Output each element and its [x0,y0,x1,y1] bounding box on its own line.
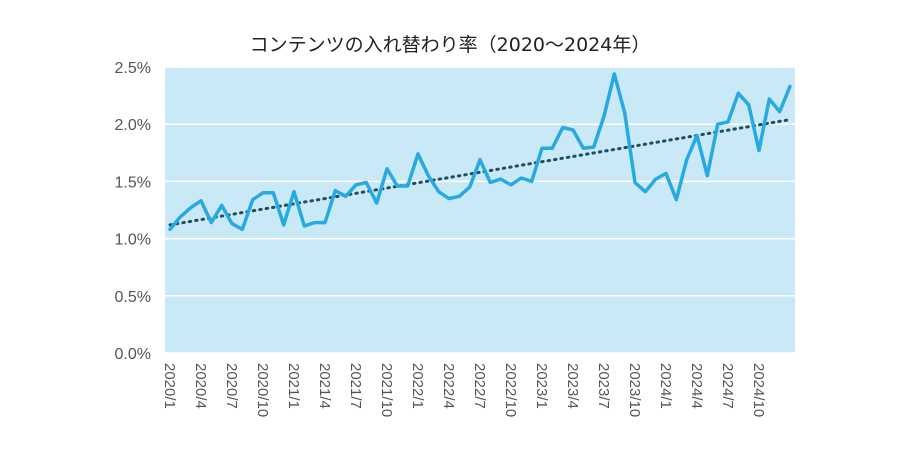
x-tick-label: 2021/10 [378,363,395,417]
data-point [541,147,544,150]
data-point [272,191,275,194]
data-point [231,222,234,225]
data-point [396,184,399,187]
y-tick-label: 0.5% [115,289,151,306]
data-point [448,197,451,200]
x-tick-label: 2021/7 [347,363,364,409]
data-point [324,221,327,224]
data-point [303,225,306,228]
data-point [293,190,296,193]
data-point [179,215,182,218]
data-point [251,198,254,201]
data-point [561,126,564,129]
data-point [344,195,347,198]
y-tick-label: 1.5% [115,174,151,191]
x-tick-label: 2024/4 [688,363,705,409]
data-point [644,190,647,193]
data-point [716,123,719,126]
data-point [696,134,699,137]
y-tick-label: 0.0% [115,346,151,363]
x-tick-label: 2020/4 [192,363,209,409]
data-point [200,199,203,202]
data-point [572,128,575,131]
data-point [623,111,626,114]
data-point [747,103,750,106]
data-point [592,146,595,149]
trend-line [168,118,792,227]
data-point [727,120,730,123]
data-point [458,195,461,198]
series-line [168,72,792,232]
data-point [603,115,606,118]
data-point [551,147,554,150]
x-tick-label: 2023/4 [564,363,581,409]
data-point [313,221,316,224]
data-point [634,181,637,184]
x-tick-label: 2023/1 [533,363,550,409]
data-point [520,176,523,179]
data-point [530,180,533,183]
data-point [427,174,430,177]
data-point [737,92,740,95]
plot-area [165,67,795,353]
data-point [417,152,420,155]
data-point [789,85,792,88]
x-tick-label: 2022/10 [502,363,519,417]
data-point [510,183,513,186]
data-point [778,110,781,113]
data-point [386,167,389,170]
x-tick-label: 2023/7 [595,363,612,409]
data-point [282,223,285,226]
data-point [654,178,657,181]
data-point [706,174,709,177]
data-point [675,198,678,201]
chart-title: コンテンツの入れ替わり率（2020～2024年） [249,34,651,56]
data-point [241,228,244,231]
x-tick-label: 2024/10 [750,363,767,417]
y-tick-label: 1.0% [115,232,151,249]
x-tick-label: 2024/7 [719,363,736,409]
x-tick-label: 2020/1 [161,363,178,409]
data-point [582,147,585,150]
data-point [189,206,192,209]
x-tick-label: 2021/1 [285,363,302,409]
data-point [479,158,482,161]
data-point [768,98,771,101]
data-point [375,202,378,205]
data-point [665,172,668,175]
data-point [355,183,358,186]
data-point [489,181,492,184]
data-point [262,191,265,194]
data-point [220,204,223,207]
x-tick-label: 2022/4 [440,363,457,409]
y-tick-label: 2.5% [115,60,151,77]
x-tick-label: 2024/1 [657,363,674,409]
data-point [499,178,502,181]
x-tick-label: 2020/10 [254,363,271,417]
data-point [685,158,688,161]
data-point [437,190,440,193]
x-tick-label: 2022/1 [409,363,426,409]
x-tick-label: 2020/7 [223,363,240,409]
data-point [365,181,368,184]
x-tick-label: 2021/4 [316,363,333,409]
y-tick-label: 2.0% [115,117,151,134]
data-point [169,228,172,231]
data-point [406,184,409,187]
data-point [334,189,337,192]
data-point [468,186,471,189]
data-point [758,149,761,152]
x-tick-label: 2023/10 [626,363,643,417]
data-point [613,72,616,75]
data-point [210,221,213,224]
x-tick-label: 2022/7 [471,363,488,409]
